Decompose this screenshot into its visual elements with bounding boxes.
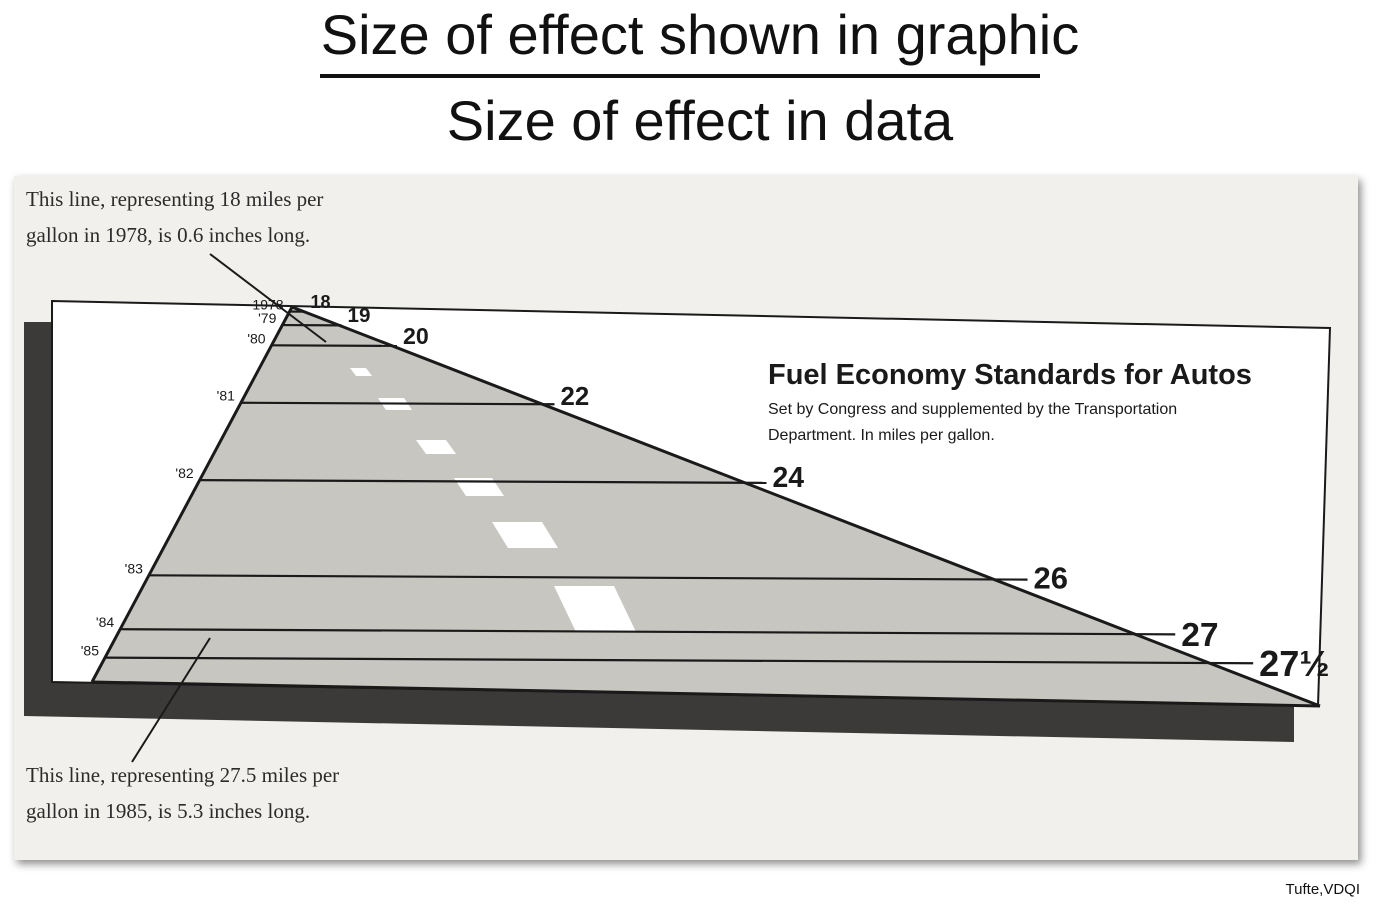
year-label: '81 bbox=[217, 388, 235, 404]
year-label: '84 bbox=[96, 614, 114, 630]
mpg-label: 19 bbox=[348, 304, 371, 327]
year-line bbox=[148, 574, 1028, 581]
year-labels: 1978'79 '80 '81 '82 '83 '84 '85 bbox=[81, 297, 284, 659]
year-line bbox=[240, 401, 555, 406]
year-line bbox=[271, 344, 397, 348]
mpg-label: 22 bbox=[560, 383, 589, 411]
formula-denominator: Size of effect in data bbox=[446, 89, 954, 152]
year-label: '83 bbox=[125, 560, 143, 576]
source-credit: Tufte,VDQI bbox=[1285, 881, 1360, 898]
annotation-bottom-line2: gallon in 1985, is 5.3 inches long. bbox=[26, 799, 310, 823]
annotation-bottom-pointer bbox=[131, 637, 211, 763]
road-dash bbox=[350, 368, 372, 376]
mpg-label: 27 bbox=[1181, 617, 1218, 654]
year-label: '82 bbox=[175, 465, 193, 481]
road-dash bbox=[492, 522, 558, 548]
mpg-label: 20 bbox=[403, 323, 429, 349]
year-label: 1978 bbox=[252, 297, 283, 313]
chart-subtitle-line1: Set by Congress and supplemented by the … bbox=[768, 401, 1177, 418]
road-edge-right bbox=[291, 305, 1321, 708]
figure-shadow bbox=[24, 322, 1294, 742]
road-edge-bottom bbox=[91, 680, 1321, 708]
year-label: '85 bbox=[81, 643, 99, 659]
year-line bbox=[120, 628, 1176, 636]
mpg-label: 26 bbox=[1034, 560, 1068, 595]
mpg-label: 27½ bbox=[1259, 643, 1329, 684]
annotation-top-line1: This line, representing 18 miles per bbox=[26, 187, 323, 211]
year-line bbox=[104, 656, 1254, 665]
annotation-top-line2: gallon in 1978, is 0.6 inches long. bbox=[26, 223, 310, 247]
formula-numerator: Size of effect shown in graphic bbox=[320, 3, 1080, 66]
scanned-figure: 1978'79 '80 '81 '82 '83 '84 '85 18 19 20 22 24 26 27… bbox=[14, 176, 1358, 860]
road-dash bbox=[416, 440, 456, 454]
annotation-top-pointer bbox=[209, 253, 327, 343]
road-edge-left bbox=[90, 306, 294, 683]
year-lines bbox=[104, 310, 1254, 665]
year-line bbox=[199, 478, 767, 484]
annotation-bottom-line1: This line, representing 27.5 miles per bbox=[26, 763, 339, 787]
chart-subtitle-line2: Department. In miles per gallon. bbox=[768, 427, 995, 444]
mpg-label: 24 bbox=[773, 462, 805, 494]
mpg-label: 18 bbox=[310, 292, 330, 312]
fuel-economy-chart: 1978'79 '80 '81 '82 '83 '84 '85 18 19 20 22 24 26 27… bbox=[24, 187, 1332, 823]
fraction-bar bbox=[320, 74, 1040, 78]
mpg-labels: 18 19 20 22 24 26 27 27½ bbox=[310, 292, 1329, 684]
chart-title: Fuel Economy Standards for Autos bbox=[768, 359, 1252, 391]
year-label: '80 bbox=[247, 330, 265, 346]
road-dash bbox=[554, 586, 636, 632]
year-label: '79 bbox=[258, 310, 276, 326]
